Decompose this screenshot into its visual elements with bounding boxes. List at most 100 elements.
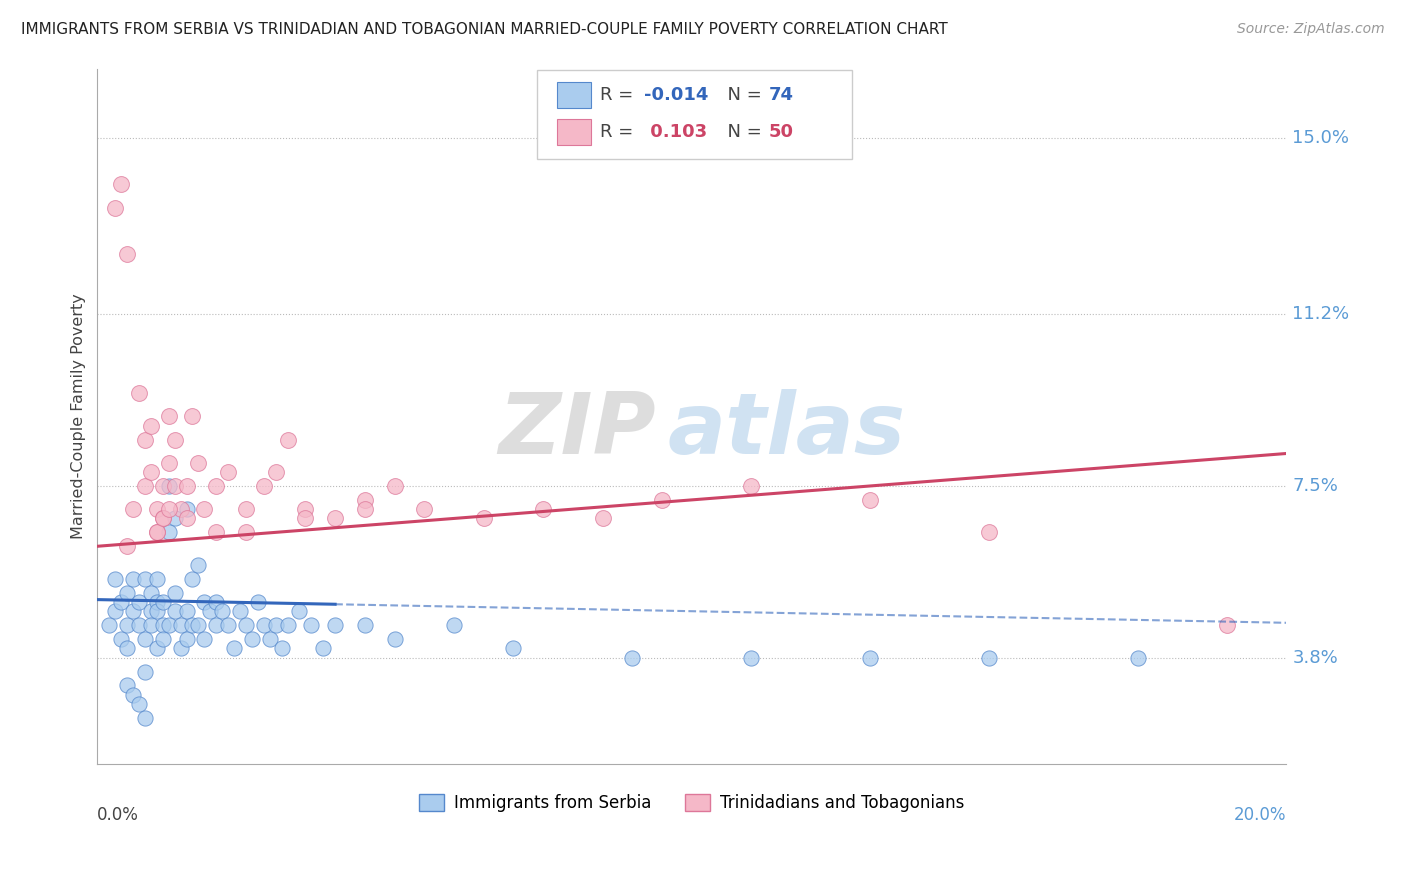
Point <box>270 641 292 656</box>
Point <box>146 572 169 586</box>
Point <box>353 492 375 507</box>
Point <box>115 539 138 553</box>
Point <box>384 632 406 646</box>
Point <box>139 465 162 479</box>
Point <box>181 572 204 586</box>
Y-axis label: Married-Couple Family Poverty: Married-Couple Family Poverty <box>72 293 86 540</box>
Point <box>353 502 375 516</box>
Point <box>152 479 174 493</box>
Point <box>264 465 287 479</box>
Point <box>169 502 191 516</box>
Point <box>235 502 257 516</box>
Point <box>740 650 762 665</box>
Point <box>240 632 263 646</box>
Point <box>977 650 1000 665</box>
Point <box>115 247 138 261</box>
Point <box>122 502 145 516</box>
Point <box>110 595 132 609</box>
Point <box>1126 650 1149 665</box>
Point <box>134 572 156 586</box>
Point <box>200 604 222 618</box>
Text: N =: N = <box>716 86 768 104</box>
Point <box>128 386 150 401</box>
Text: atlas: atlas <box>668 389 905 472</box>
Point <box>157 409 180 424</box>
Point <box>146 525 169 540</box>
Point <box>146 502 169 516</box>
Text: 0.103: 0.103 <box>644 123 707 141</box>
Text: 20.0%: 20.0% <box>1233 806 1286 824</box>
Point <box>205 479 228 493</box>
Point <box>157 525 180 540</box>
Point <box>211 604 233 618</box>
Point <box>115 585 138 599</box>
Point <box>152 511 174 525</box>
Point <box>152 595 174 609</box>
Point <box>134 665 156 679</box>
Point <box>253 618 276 632</box>
Point <box>139 604 162 618</box>
Point <box>152 511 174 525</box>
Point <box>169 618 191 632</box>
Point <box>104 572 127 586</box>
Point <box>122 572 145 586</box>
Point <box>222 641 245 656</box>
Point <box>264 618 287 632</box>
Point <box>294 502 316 516</box>
Point <box>740 479 762 493</box>
Point <box>253 479 276 493</box>
Point <box>163 585 186 599</box>
Text: Source: ZipAtlas.com: Source: ZipAtlas.com <box>1237 22 1385 37</box>
Point <box>146 604 169 618</box>
Point <box>443 618 465 632</box>
Point <box>181 409 204 424</box>
Text: N =: N = <box>716 123 768 141</box>
Point <box>176 511 198 525</box>
Point <box>122 688 145 702</box>
Text: ZIP: ZIP <box>499 389 657 472</box>
Point <box>312 641 335 656</box>
Point <box>977 525 1000 540</box>
Point <box>205 618 228 632</box>
Point <box>122 604 145 618</box>
Point <box>163 433 186 447</box>
Point <box>146 525 169 540</box>
Text: 74: 74 <box>769 86 794 104</box>
Point <box>110 632 132 646</box>
Point <box>1216 618 1239 632</box>
Text: 15.0%: 15.0% <box>1292 129 1350 147</box>
Point <box>205 525 228 540</box>
Point <box>235 618 257 632</box>
Point <box>139 585 162 599</box>
Point <box>163 604 186 618</box>
Point <box>859 492 882 507</box>
Point <box>592 511 614 525</box>
FancyBboxPatch shape <box>537 70 852 159</box>
Point <box>217 465 239 479</box>
Point <box>187 618 209 632</box>
Point <box>152 632 174 646</box>
Point <box>128 595 150 609</box>
Point <box>193 632 215 646</box>
Point <box>229 604 252 618</box>
Point <box>413 502 436 516</box>
Point <box>157 456 180 470</box>
Point <box>157 502 180 516</box>
Point <box>193 502 215 516</box>
Point <box>176 502 198 516</box>
Point <box>259 632 281 646</box>
Legend: Immigrants from Serbia, Trinidadians and Tobagonians: Immigrants from Serbia, Trinidadians and… <box>412 787 972 819</box>
Point <box>187 456 209 470</box>
Point <box>139 618 162 632</box>
Point <box>176 604 198 618</box>
Point <box>139 418 162 433</box>
Point <box>110 178 132 192</box>
Point <box>246 595 269 609</box>
Point <box>288 604 311 618</box>
Point <box>502 641 524 656</box>
Text: 7.5%: 7.5% <box>1292 477 1339 495</box>
Point <box>157 618 180 632</box>
Point <box>187 558 209 572</box>
Point <box>651 492 673 507</box>
Point <box>217 618 239 632</box>
